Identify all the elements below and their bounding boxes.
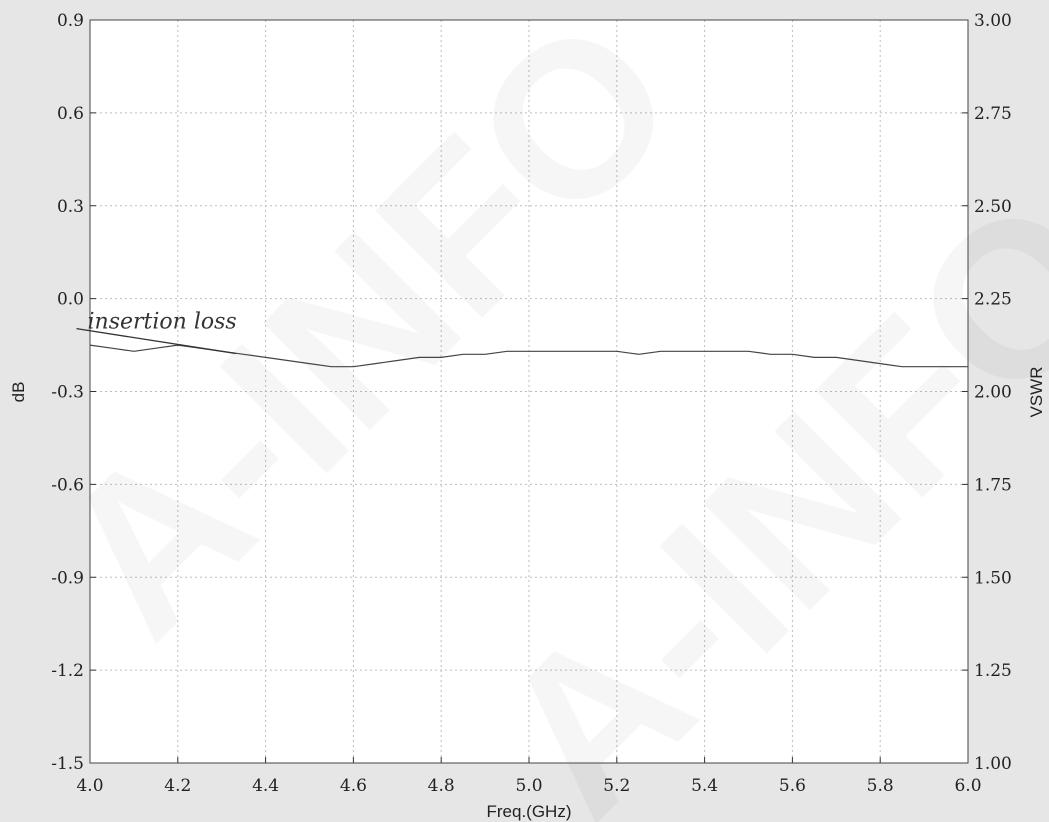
x-axis-title: Freq.(GHz) xyxy=(487,802,572,821)
y-tick-label-right: 2.25 xyxy=(974,290,1012,310)
y-tick-label-left: 0.6 xyxy=(57,104,84,124)
y-axis-title-left: dB xyxy=(9,382,28,403)
x-tick-label: 4.4 xyxy=(252,776,279,796)
x-tick-label: 4.2 xyxy=(164,776,191,796)
x-tick-label: 5.2 xyxy=(603,776,630,796)
x-tick-label: 4.8 xyxy=(428,776,455,796)
annotation-label: insertion loss xyxy=(88,310,237,335)
series-line-0 xyxy=(89,344,968,368)
y-tick-label-left: -0.9 xyxy=(51,568,84,588)
y-tick-label-right: 1.00 xyxy=(974,754,1012,774)
y-tick-label-right: 3.00 xyxy=(974,11,1012,31)
x-tick-label: 4.0 xyxy=(76,776,103,796)
annotation-pointer xyxy=(76,327,236,355)
axes: 4.0 4.2 4.4 4.6 4.8 5.0 5.2 5.4 5.6 5.8 6.0 0.9 3.00… xyxy=(51,11,1012,796)
y-tick-label-right: 2.50 xyxy=(974,197,1012,217)
y-tick-label-left: 0.0 xyxy=(57,290,84,310)
y-tick-label-right: 1.25 xyxy=(974,661,1012,681)
x-tick-label: 5.8 xyxy=(867,776,894,796)
y-tick-label-left: -0.3 xyxy=(51,383,84,403)
x-tick-label: 6.0 xyxy=(954,776,981,796)
y-tick-label-left: 0.9 xyxy=(57,11,84,31)
y-tick-label-right: 2.75 xyxy=(974,104,1012,124)
annotations: insertion loss xyxy=(76,310,237,355)
plot-frame xyxy=(89,19,969,764)
y-tick-label-right: 1.75 xyxy=(974,475,1012,495)
series-layer xyxy=(89,344,968,368)
y-axis-title-right: VSWR xyxy=(1027,367,1046,418)
y-tick-label-right: 2.00 xyxy=(974,383,1012,403)
y-tick-label-left: -1.5 xyxy=(51,754,84,774)
y-tick-label-left: 0.3 xyxy=(57,197,84,217)
x-tick-label: 5.6 xyxy=(779,776,806,796)
y-tick-label-right: 1.50 xyxy=(974,568,1012,588)
x-tick-label: 5.0 xyxy=(515,776,542,796)
y-tick-label-left: -0.6 xyxy=(51,475,84,495)
x-tick-label: 4.6 xyxy=(340,776,367,796)
x-tick-label: 5.4 xyxy=(691,776,718,796)
y-tick-label-left: -1.2 xyxy=(51,661,84,681)
grid xyxy=(90,20,968,763)
